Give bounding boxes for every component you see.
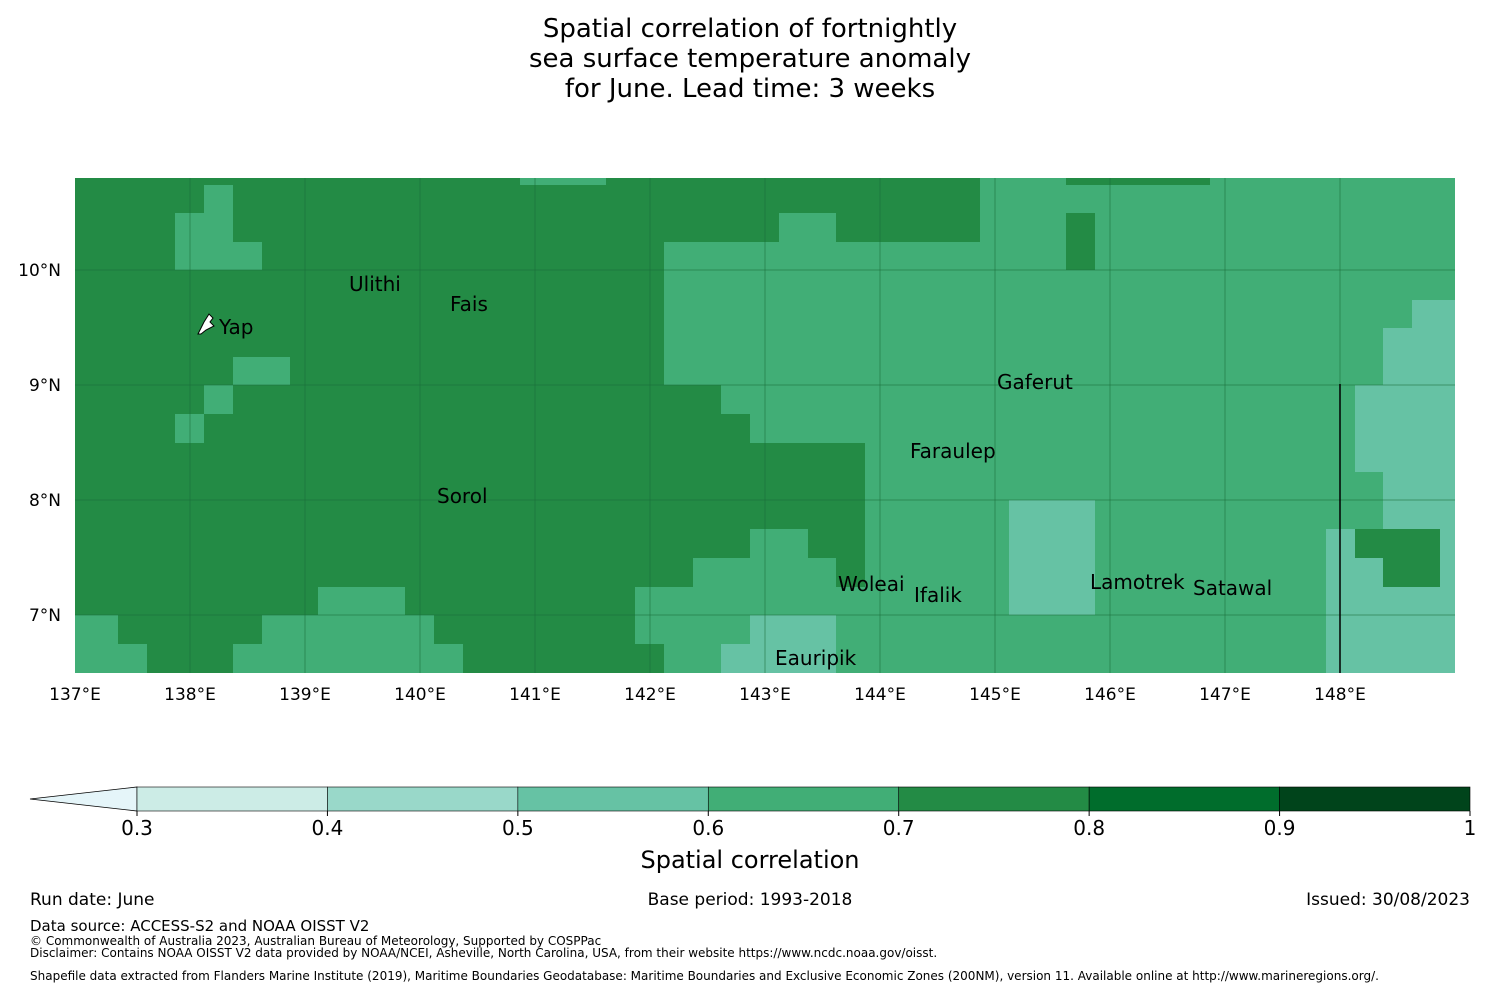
place-labels: Ulithi Fais Yap Gaferut Faraulep Sorol Woleai I… xyxy=(218,272,1272,670)
lon-tick-label: 148°E xyxy=(1314,685,1366,705)
cell-corr-0.7-0.8 xyxy=(1066,213,1095,270)
cell-corr-0.7-0.8 xyxy=(1355,529,1440,558)
map-title: Spatial correlation of fortnightly sea s… xyxy=(0,14,1500,104)
cell-corr-0.6-0.7 xyxy=(1009,178,1066,185)
cell-corr-0.6-0.7 xyxy=(980,178,1455,242)
place-label-yap: Yap xyxy=(218,315,253,339)
title-line-1: Spatial correlation of fortnightly xyxy=(542,14,958,44)
cell-corr-0.5-0.6 xyxy=(1383,328,1455,385)
cell-corr-0.6-0.7 xyxy=(721,385,1455,414)
cell-corr-0.5-0.6 xyxy=(1009,500,1095,615)
colorbar-tick-label: 1 xyxy=(1464,816,1477,840)
cell-corr-0.6-0.7 xyxy=(1066,185,1210,213)
cell-corr-0.6-0.7 xyxy=(520,178,606,185)
cell-corr-0.7-0.8 xyxy=(808,529,865,558)
title-line-2: sea surface temperature anomaly xyxy=(529,44,971,74)
place-label-sorol: Sorol xyxy=(437,484,488,508)
cell-corr-0.5-0.6 xyxy=(1412,300,1455,328)
colorbar-extend-arrow xyxy=(29,786,138,812)
lon-tick-label: 137°E xyxy=(49,685,101,705)
cell-corr-0.6-0.7 xyxy=(75,615,118,644)
lat-tick-label: 9°N xyxy=(29,376,61,396)
colorbar-tick-label: 0.6 xyxy=(692,816,724,840)
cell-corr-0.5-0.6 xyxy=(750,615,836,673)
cell-corr-0.6-0.7 xyxy=(233,357,290,385)
latitude-tick-labels: 10°N 9°N 8°N 7°N xyxy=(18,261,61,626)
cell-corr-0.5-0.6 xyxy=(1383,587,1455,673)
base-period: Base period: 1993-2018 xyxy=(647,890,853,910)
colorbar-swatch xyxy=(707,786,900,812)
cell-corr-0.5-0.6 xyxy=(1440,529,1455,587)
cell-corr-0.6-0.7 xyxy=(262,615,434,673)
colorbar-tick-label: 0.5 xyxy=(502,816,534,840)
cell-corr-0.6-0.7 xyxy=(750,529,808,558)
copyright-notice: © Commonwealth of Australia 2023, Austra… xyxy=(30,934,602,948)
cell-corr-0.6-0.7 xyxy=(75,644,147,673)
lon-tick-label: 147°E xyxy=(1199,685,1251,705)
place-label-satawal: Satawal xyxy=(1193,576,1272,600)
lon-tick-label: 138°E xyxy=(164,685,216,705)
cell-corr-0.7-0.8 xyxy=(836,558,865,587)
cell-corr-0.6-0.7 xyxy=(175,213,233,270)
longitude-tick-labels: 137°E 138°E 139°E 140°E 141°E 142°E 143°E 144°E… xyxy=(49,685,1366,705)
lon-tick-label: 140°E xyxy=(394,685,446,705)
colorbar: 0.3 0.4 0.5 0.6 0.7 0.8 0.9 1 xyxy=(29,786,1477,840)
cell-corr-0.6-0.7 xyxy=(434,644,463,673)
colorbar-swatch xyxy=(898,786,1090,812)
issued-date: Issued: 30/08/2023 xyxy=(1306,890,1470,910)
place-label-eauripik: Eauripik xyxy=(775,646,857,670)
colorbar-tick-label: 0.3 xyxy=(121,816,153,840)
colorbar-swatch xyxy=(1279,786,1471,812)
place-label-lamotrek: Lamotrek xyxy=(1090,570,1185,594)
colorbar-tick-label: 0.9 xyxy=(1264,816,1296,840)
lat-tick-label: 10°N xyxy=(18,261,61,281)
place-label-faraulep: Faraulep xyxy=(910,439,996,463)
colorbar-swatch xyxy=(1088,786,1280,812)
place-label-woleai: Woleai xyxy=(838,572,905,596)
colorbar-swatch xyxy=(327,786,519,812)
cell-corr-0.5-0.6 xyxy=(1355,385,1455,472)
place-label-fais: Fais xyxy=(450,292,488,316)
yap-island-outline xyxy=(197,313,215,335)
cell-corr-0.6-0.7 xyxy=(750,414,1455,443)
cell-corr-0.6-0.7 xyxy=(233,644,262,673)
place-label-gaferut: Gaferut xyxy=(997,370,1073,394)
lon-tick-label: 141°E xyxy=(509,685,561,705)
colorbar-tick-label: 0.8 xyxy=(1073,816,1105,840)
cell-corr-0.6-0.7 xyxy=(318,587,405,615)
cell-corr-0.7-0.8 xyxy=(837,213,980,242)
lon-tick-label: 146°E xyxy=(1084,685,1136,705)
yap-island-shape xyxy=(197,313,215,335)
colorbar-tick-label: 0.4 xyxy=(312,816,344,840)
colorbar-title: Spatial correlation xyxy=(640,846,860,874)
title-line-3: for June. Lead time: 3 weeks xyxy=(564,74,936,104)
lon-tick-label: 142°E xyxy=(624,685,676,705)
lon-tick-label: 143°E xyxy=(739,685,791,705)
lon-tick-label: 145°E xyxy=(969,685,1021,705)
cell-corr-0.6-0.7 xyxy=(204,385,233,414)
place-label-ifalik: Ifalik xyxy=(914,583,962,607)
lat-tick-label: 7°N xyxy=(29,606,61,626)
cell-corr-0.7-0.8 xyxy=(1383,558,1440,587)
cell-corr-0.5-0.6 xyxy=(721,644,750,673)
cell-corr-0.6-0.7 xyxy=(233,242,262,270)
cell-corr-0.7-0.8 xyxy=(1066,178,1210,185)
shapefile-credit: Shapefile data extracted from Flanders M… xyxy=(30,969,1379,983)
data-source: Data source: ACCESS-S2 and NOAA OISST V2 xyxy=(30,917,370,935)
lon-tick-label: 139°E xyxy=(279,685,331,705)
cell-corr-0.6-0.7 xyxy=(204,185,233,213)
cell-corr-0.6-0.7 xyxy=(779,213,836,242)
disclaimer: Disclaimer: Contains NOAA OISST V2 data … xyxy=(30,946,938,960)
colorbar-swatch xyxy=(136,786,328,812)
lon-tick-label: 144°E xyxy=(854,685,906,705)
colorbar-swatch xyxy=(517,786,709,812)
lat-tick-label: 8°N xyxy=(29,491,61,511)
run-date: Run date: June xyxy=(30,890,155,910)
place-label-ulithi: Ulithi xyxy=(349,272,401,296)
cell-corr-0.6-0.7 xyxy=(664,242,1455,385)
colorbar-tick-label: 0.7 xyxy=(883,816,915,840)
